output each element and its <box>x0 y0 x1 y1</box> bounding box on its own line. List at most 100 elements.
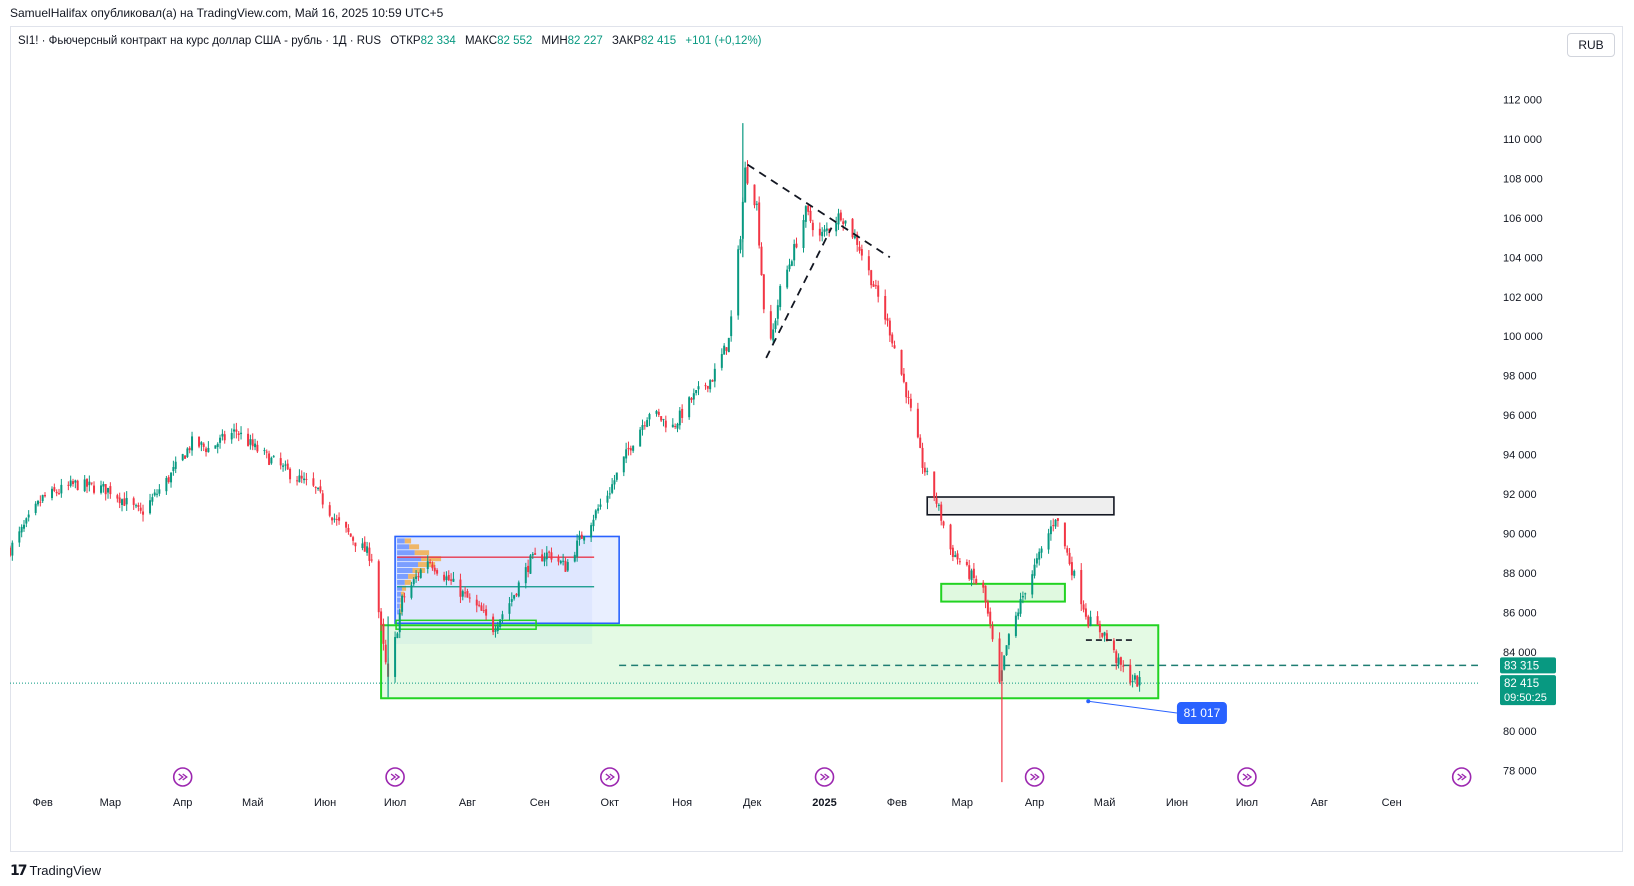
candle-body <box>20 526 23 533</box>
tradingview-logo[interactable]: 𝟭𝟳 TradingView <box>10 862 101 879</box>
candle-body <box>744 167 747 203</box>
currency-button[interactable]: RUB <box>1567 33 1615 57</box>
candle-body <box>282 465 285 467</box>
event-marker-icon[interactable] <box>600 767 620 787</box>
candle-body <box>265 451 268 453</box>
event-marker-icon[interactable] <box>1024 767 1045 787</box>
y-tick-label: 102 000 <box>1503 292 1543 304</box>
candle-body <box>1021 595 1024 598</box>
candle-body <box>641 425 644 430</box>
candle-body <box>398 613 401 633</box>
tradingview-brand: TradingView <box>29 863 102 878</box>
candle-body <box>286 463 289 470</box>
candle-body <box>975 578 978 584</box>
candle-body <box>1098 624 1101 633</box>
candle-body <box>149 500 152 514</box>
chart-frame <box>10 26 1623 852</box>
candle-body <box>646 420 649 427</box>
candle-body <box>478 604 481 606</box>
volume-bar <box>397 603 400 609</box>
change-value: +101 (+0,12%) <box>685 35 762 47</box>
candle-body <box>760 246 763 276</box>
volume-bar <box>397 568 413 573</box>
level-price-tag <box>1500 657 1556 674</box>
x-tick-label: Май <box>1094 797 1116 809</box>
candle-body <box>776 305 779 319</box>
volume-bar <box>397 556 422 562</box>
y-tick-label: 98 000 <box>1503 371 1537 383</box>
candle-body <box>298 475 301 483</box>
demand-zone-small <box>940 582 1066 603</box>
symbol-title[interactable]: SI1! · Фьючерсный контракт на курс долла… <box>18 35 382 47</box>
candle-body <box>284 464 287 466</box>
candle-body <box>727 337 730 353</box>
candle-body <box>1084 608 1087 617</box>
volume-bar <box>408 573 418 579</box>
candle-body <box>170 472 173 483</box>
candle-body <box>664 420 667 428</box>
close-label: ЗАКР <box>612 35 642 47</box>
candle-body <box>720 354 723 368</box>
candle-body <box>779 286 782 307</box>
candle-body <box>1133 675 1136 680</box>
candle-body <box>102 484 105 487</box>
candle-body <box>1119 657 1122 665</box>
high-value: 82 552 <box>497 35 533 47</box>
candle-body <box>548 551 551 553</box>
candle-body <box>793 244 796 261</box>
candle-body <box>116 495 119 499</box>
candle-body <box>1040 548 1043 553</box>
candle-body <box>870 270 873 286</box>
triangle-lower-line <box>765 227 833 359</box>
candle-body <box>772 329 775 341</box>
candle-body <box>352 537 355 541</box>
candle-body <box>856 234 859 245</box>
event-marker-icon[interactable] <box>814 767 835 787</box>
candle-body <box>676 423 679 429</box>
candle-body <box>247 433 250 446</box>
candle-body <box>844 220 847 224</box>
candle-body <box>338 517 341 521</box>
candle-body <box>443 574 446 581</box>
candle-body <box>678 410 681 426</box>
candle-body <box>200 442 203 445</box>
candle-body <box>363 541 366 552</box>
candle-body <box>681 408 684 418</box>
candle-body <box>464 592 467 594</box>
volume-bar <box>397 609 400 615</box>
candle-body <box>426 561 429 570</box>
candle-body <box>935 498 938 504</box>
candle-body <box>459 579 462 597</box>
event-marker-icon[interactable] <box>1451 767 1472 787</box>
candle-body <box>888 320 891 336</box>
candle-body <box>445 576 448 581</box>
candle-body <box>345 521 348 528</box>
candle-body <box>268 453 271 465</box>
candle-body <box>72 481 75 485</box>
candle-body <box>615 472 618 480</box>
candle-body <box>874 285 877 287</box>
candle-body <box>1122 665 1125 667</box>
candle-body <box>524 567 527 584</box>
candle-body <box>496 626 499 632</box>
candle-body <box>723 345 726 355</box>
volume-bar <box>414 550 430 556</box>
event-marker-icon[interactable] <box>385 767 405 787</box>
volume-bar <box>397 573 409 579</box>
candle-body <box>191 436 194 451</box>
candle-body <box>83 479 86 492</box>
candle-body <box>837 213 840 225</box>
event-marker-icon[interactable] <box>172 767 193 787</box>
candle-body <box>1019 599 1022 614</box>
candle-body <box>597 508 600 511</box>
candle-body <box>923 467 926 473</box>
candle-body <box>88 481 91 486</box>
candle-body <box>205 448 208 453</box>
candle-body <box>823 229 826 232</box>
candle-body <box>629 448 632 451</box>
x-axis: Фев Мар Апр Май Июн Июл Авг Сен Окт Ноя Дек 2025 Фев… <box>33 797 1402 809</box>
x-tick-label: Июн <box>314 797 336 809</box>
last-price-tag <box>1500 675 1556 706</box>
event-marker-icon[interactable] <box>1237 767 1257 787</box>
